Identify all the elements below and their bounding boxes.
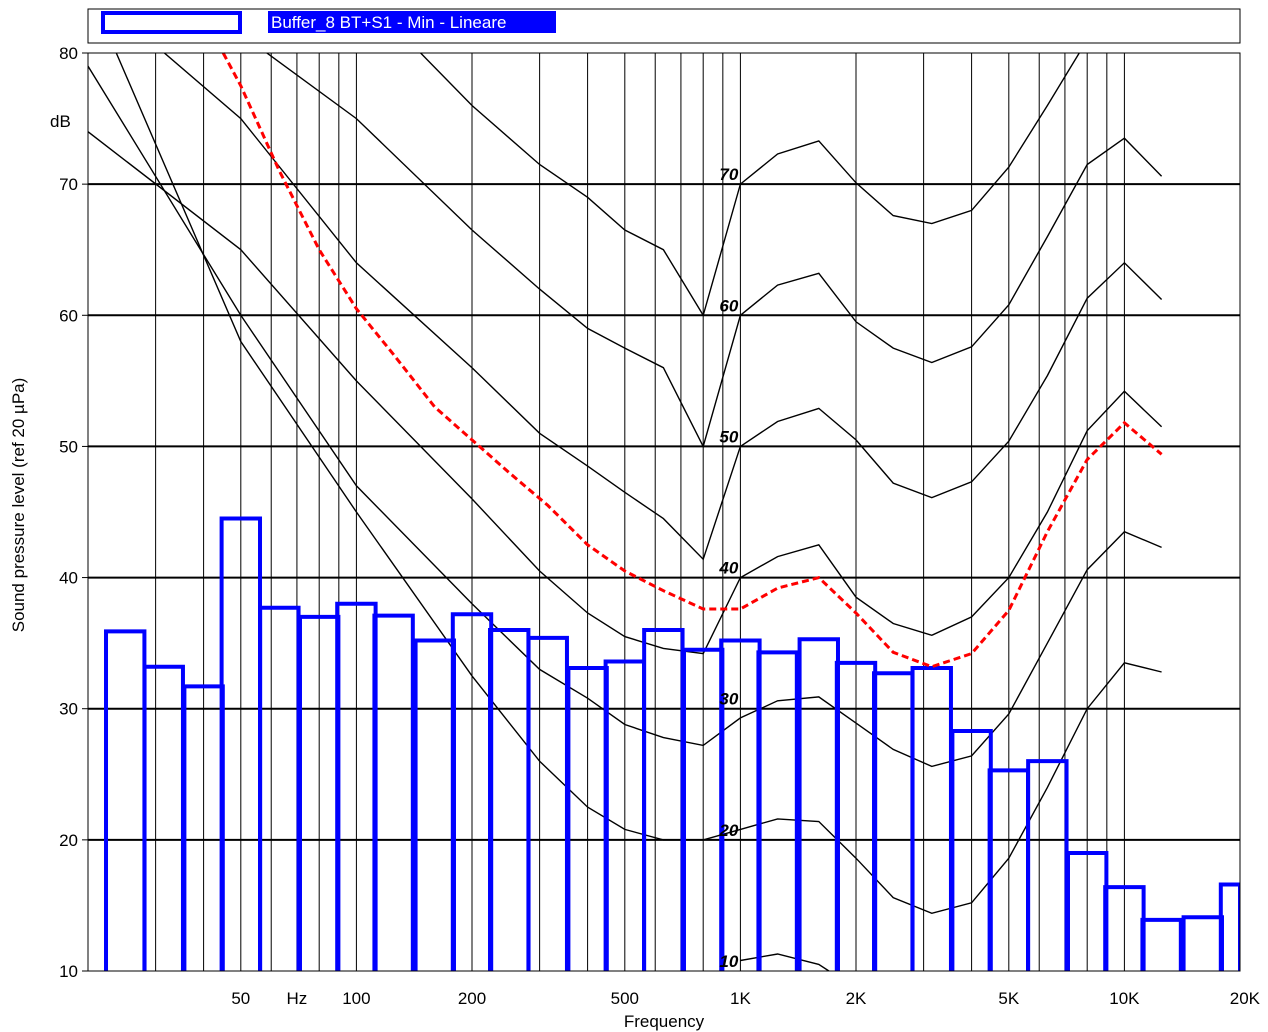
y-tick-label: 50 bbox=[59, 437, 78, 456]
y-tick-label: 10 bbox=[59, 962, 78, 981]
loudness-contours bbox=[88, 53, 1163, 971]
reference-curve bbox=[221, 52, 1163, 669]
contour-label: 60 bbox=[719, 296, 738, 315]
bar bbox=[1140, 917, 1183, 971]
y-tick-label: 30 bbox=[59, 700, 78, 719]
x-tick-label: 50 bbox=[231, 989, 250, 1008]
x-tick-label: 100 bbox=[342, 989, 370, 1008]
x-tick-label: 500 bbox=[611, 989, 639, 1008]
grid bbox=[88, 53, 1240, 971]
y-tick-label: 60 bbox=[59, 306, 78, 325]
bar bbox=[372, 613, 415, 971]
x-tick-label: 5K bbox=[998, 989, 1019, 1008]
x-tick-label: 10K bbox=[1109, 989, 1140, 1008]
y-tick-label: 20 bbox=[59, 831, 78, 850]
y-tick-label: 40 bbox=[59, 569, 78, 588]
y-unit-label: dB bbox=[50, 112, 71, 131]
contour-60 bbox=[265, 53, 1163, 449]
x-tick-label: 20K bbox=[1230, 989, 1261, 1008]
y-axis-title: Sound pressure level (ref 20 µPa) bbox=[9, 378, 28, 633]
contour-20 bbox=[115, 53, 1162, 915]
contour-label: 30 bbox=[719, 690, 738, 709]
x-tick-label: 2K bbox=[846, 989, 867, 1008]
contour-label: 70 bbox=[719, 165, 738, 184]
reference-curve-group bbox=[221, 52, 1163, 669]
contour-50 bbox=[163, 53, 1163, 561]
contour-label: 50 bbox=[719, 427, 738, 446]
legend-swatch bbox=[101, 11, 242, 34]
legend-label-background bbox=[268, 11, 556, 33]
x-tick-label: 200 bbox=[458, 989, 486, 1008]
contour-label: 20 bbox=[718, 821, 738, 840]
contour-label: 10 bbox=[719, 952, 738, 971]
legend: Buffer_8 BT+S1 - Min - Lineare bbox=[87, 8, 1241, 44]
x-axis-ticks: 50 Hz 100 200 500 1K 2K 5K 10K 20K bbox=[231, 989, 1260, 1008]
y-axis-ticks: 10 20 30 40 50 60 70 80 bbox=[59, 44, 88, 981]
x-axis-title: Frequency bbox=[624, 1012, 705, 1031]
contour-40 bbox=[88, 131, 1163, 655]
y-tick-label: 70 bbox=[59, 175, 78, 194]
bar bbox=[1218, 882, 1240, 971]
contour-30 bbox=[88, 65, 1162, 768]
bar-series bbox=[104, 516, 1240, 971]
x-tick-label: 1K bbox=[730, 989, 751, 1008]
contour-70 bbox=[419, 53, 1162, 318]
contour-label: 40 bbox=[718, 559, 738, 578]
contour-labels: 10 20 30 40 50 60 70 bbox=[718, 165, 738, 971]
y-tick-label: 80 bbox=[59, 44, 78, 63]
legend-label: Buffer_8 BT+S1 - Min - Lineare bbox=[271, 13, 506, 32]
x-tick-label: Hz bbox=[287, 989, 308, 1008]
bar bbox=[756, 650, 799, 971]
plot-frame bbox=[87, 52, 1241, 972]
